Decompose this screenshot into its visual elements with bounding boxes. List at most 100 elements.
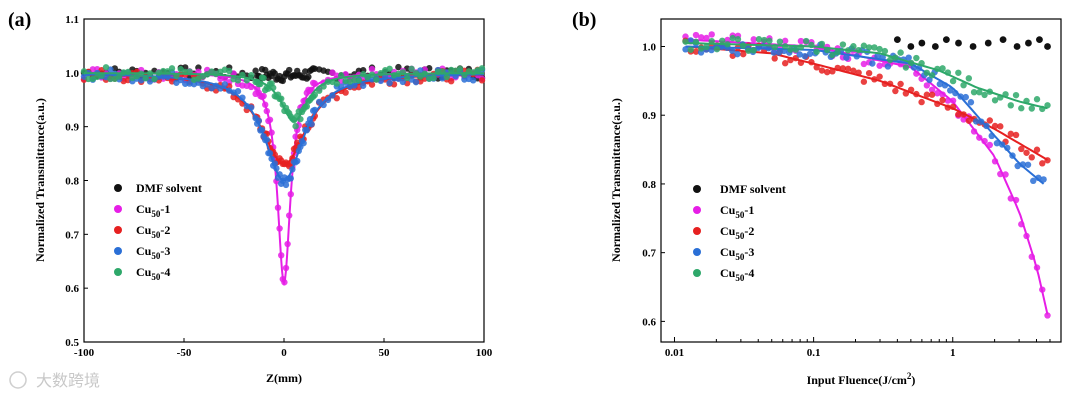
data-point: [970, 88, 978, 96]
series-Cu50-4: [80, 64, 486, 130]
data-point: [302, 68, 309, 75]
data-point: [965, 117, 973, 124]
data-point: [884, 63, 892, 70]
data-point: [373, 76, 380, 83]
data-point: [368, 81, 376, 88]
data-point: [745, 47, 752, 54]
data-point: [305, 73, 312, 81]
watermark: 大数跨境: [9, 371, 100, 390]
data-point: [443, 73, 450, 81]
panel-a: (a) -100 -50 0 50 100 0.5 0.6 0.7 0.8 0.9 1.0 1.1 Z…: [8, 9, 493, 385]
data-point: [955, 69, 962, 76]
data-point: [234, 77, 242, 84]
data-point: [687, 46, 694, 53]
data-point: [729, 34, 736, 42]
data-point: [850, 67, 857, 74]
data-point: [448, 78, 455, 85]
legend-label: Cu50-2: [136, 223, 170, 240]
data-point: [936, 80, 944, 88]
panel-a-ylabel: Normalized Transmittance(a.u.): [33, 98, 47, 262]
data-point: [708, 31, 715, 38]
legend-label: DMF solvent: [136, 181, 202, 195]
data-point: [913, 54, 920, 62]
panel-b-axes-frame: [660, 18, 1062, 343]
data-point: [969, 43, 977, 50]
data-point: [713, 45, 721, 53]
data-point: [698, 34, 705, 41]
data-point: [946, 87, 954, 94]
data-point: [834, 49, 841, 56]
data-point: [703, 34, 710, 42]
data-point: [282, 181, 290, 189]
data-point: [923, 69, 931, 76]
data-point: [962, 93, 969, 101]
data-point: [719, 37, 726, 44]
data-point: [955, 39, 962, 47]
data-point: [876, 62, 883, 69]
data-point: [770, 49, 777, 56]
panel-a-ticks: -100 -50 0 50 100 0.5 0.6 0.7 0.8 0.9 1.0 1.1: [65, 14, 493, 359]
data-point: [740, 50, 747, 58]
series-Cu50-4: [682, 34, 1051, 113]
data-point: [734, 36, 742, 43]
data-point: [286, 66, 293, 74]
data-point: [262, 66, 269, 74]
data-point: [942, 36, 950, 44]
data-point: [333, 80, 340, 87]
data-point: [801, 52, 809, 60]
fit-curve: [685, 42, 1048, 110]
data-point: [478, 65, 486, 72]
data-point: [708, 37, 715, 45]
panel-a-xtick-label: -50: [177, 347, 192, 359]
panel-b-ticks: 0.01 0.1 1 0.6 0.7 0.8 0.9 1.0: [642, 41, 1051, 359]
data-point: [792, 46, 799, 53]
panel-a-ytick-label: 0.9: [65, 122, 79, 134]
data-point: [456, 65, 464, 73]
data-point: [151, 75, 158, 83]
data-point: [1007, 102, 1014, 109]
data-point: [931, 43, 939, 50]
data-point: [869, 60, 876, 67]
data-point: [360, 82, 367, 89]
data-point: [1044, 43, 1051, 50]
data-point: [687, 37, 694, 44]
data-point: [1007, 130, 1014, 138]
data-point: [818, 67, 826, 74]
data-point: [843, 54, 850, 61]
data-point: [797, 37, 805, 45]
legend-marker: [693, 227, 701, 235]
fit-curve: [84, 72, 484, 123]
legend-marker: [693, 269, 701, 277]
fit-curve: [685, 45, 1045, 185]
data-point: [775, 49, 783, 56]
data-point: [750, 36, 757, 43]
data-point: [939, 65, 946, 72]
legend-marker: [693, 206, 701, 214]
data-point: [404, 74, 411, 82]
panel-b: (b) 0.01 0.1 1 0.6 0.7 0.8 0.9 1.0 Input Fluenc…: [572, 9, 1062, 387]
panel-b-legend: DMF solvent Cu50-1 Cu50-2 Cu50-3 Cu50-4: [693, 182, 786, 283]
data-point: [1013, 43, 1021, 50]
data-point: [271, 70, 278, 77]
data-point: [1039, 160, 1046, 167]
panel-b-ytick-label: 0.8: [642, 179, 656, 191]
data-point: [850, 43, 857, 50]
data-point: [897, 80, 904, 88]
data-point: [1033, 146, 1041, 153]
legend-marker: [114, 226, 122, 234]
legend-marker: [114, 268, 122, 276]
data-point: [806, 50, 814, 57]
data-point: [923, 82, 931, 89]
data-point: [766, 37, 773, 45]
panel-a-legend: DMF solvent Cu50-1 Cu50-2 Cu50-3 Cu50-4: [114, 181, 202, 282]
data-point: [823, 68, 831, 76]
data-point: [918, 39, 926, 47]
panel-a-ytick-label: 1.0: [65, 68, 79, 80]
data-point: [1025, 39, 1032, 47]
data-point: [999, 36, 1007, 44]
data-point: [907, 43, 915, 50]
data-point: [871, 44, 878, 51]
data-point: [408, 65, 415, 73]
data-point: [939, 96, 946, 104]
